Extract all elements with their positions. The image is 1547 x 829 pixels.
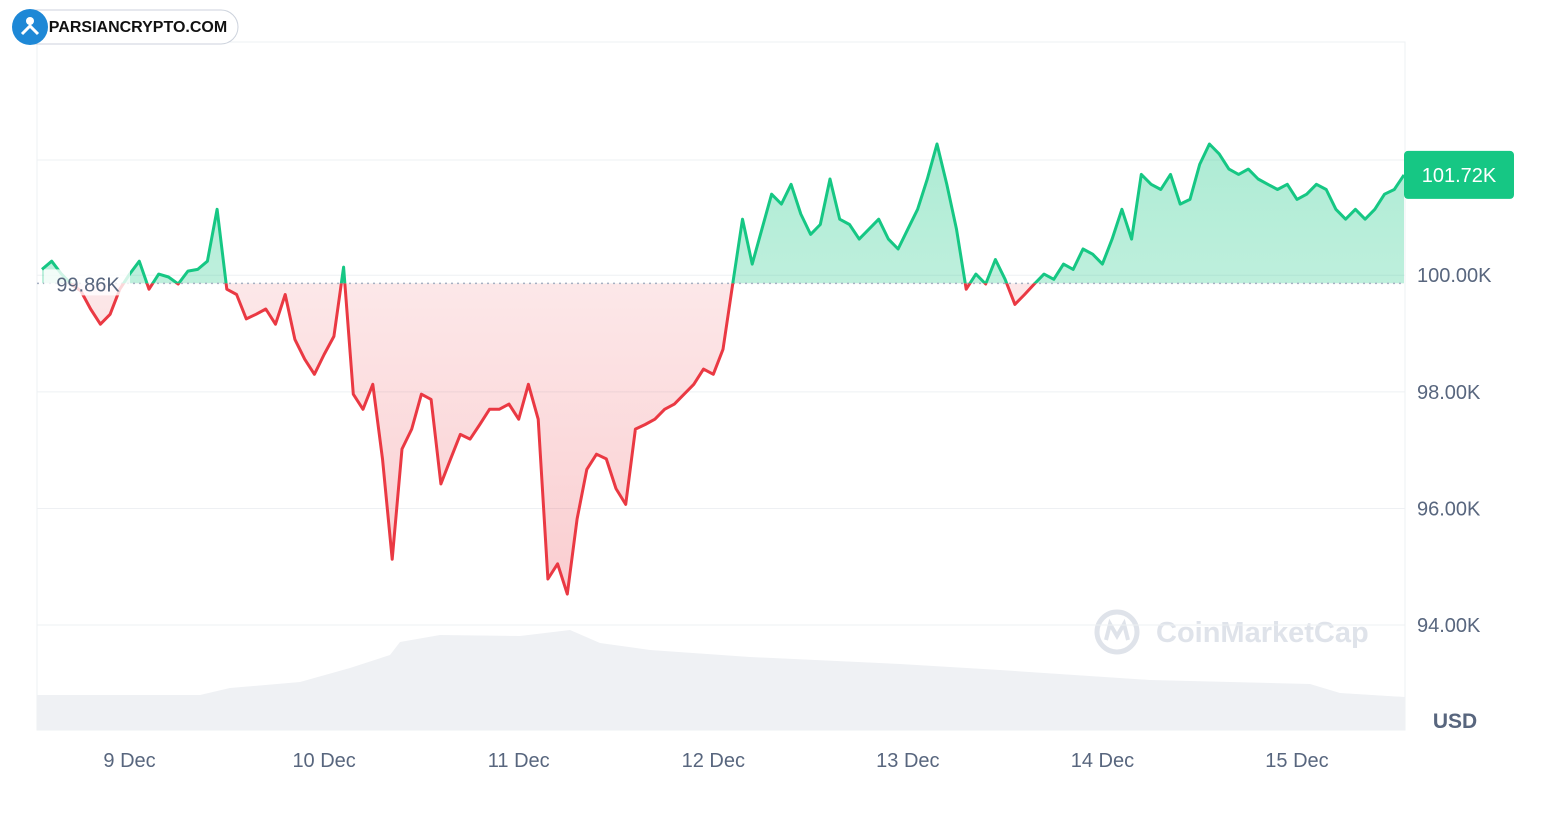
x-tick-label: 11 Dec <box>488 750 550 772</box>
brand-text: PARSIANCRYPTO.COM <box>49 19 227 36</box>
y-tick-label: 98.00K <box>1417 382 1481 404</box>
watermark-logo-mark <box>1104 618 1130 641</box>
axis-unit: USD <box>1433 710 1477 733</box>
price-line-up <box>41 142 1406 284</box>
watermark-logo <box>1094 609 1140 655</box>
price-line-down <box>68 283 1038 596</box>
baseline-label: 99.86K <box>56 274 120 296</box>
x-tick-label: 13 Dec <box>876 750 939 772</box>
current-price-badge <box>1404 150 1514 199</box>
brand-icon-mark <box>20 23 40 36</box>
x-tick-label: 9 Dec <box>103 750 155 772</box>
x-tick-label: 14 Dec <box>1071 750 1134 772</box>
area-up <box>42 144 1404 284</box>
area-down <box>70 283 1035 595</box>
y-tick-label: 94.00K <box>1417 615 1481 637</box>
watermark-group: CoinMarketCap <box>1094 609 1369 655</box>
x-tick-label: 15 Dec <box>1265 750 1328 772</box>
brand-badge: PARSIANCRYPTO.COM <box>12 9 239 45</box>
watermark: CoinMarketCap <box>1156 617 1369 649</box>
x-tick-label: 12 Dec <box>682 750 745 772</box>
x-tick-label: 10 Dec <box>292 750 355 772</box>
baseline-label-bg <box>44 269 130 296</box>
current-price-label: 101.72K <box>1422 165 1497 187</box>
y-tick-label: 100.00K <box>1417 265 1492 287</box>
volume-area <box>37 630 1405 730</box>
brand-icon-dot <box>26 17 34 25</box>
y-tick-label: 96.00K <box>1417 498 1481 520</box>
